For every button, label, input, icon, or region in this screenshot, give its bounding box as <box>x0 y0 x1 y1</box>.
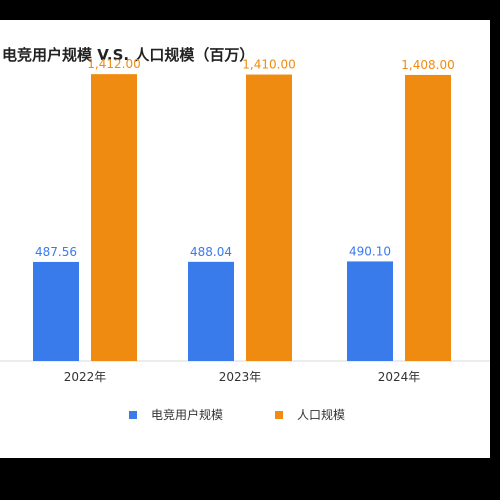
x-tick-label-2: 2023年 <box>219 370 262 384</box>
data-label-series-2-1: 1,412.00 <box>87 57 140 71</box>
bar-series-1-3 <box>347 261 393 361</box>
bar-series-2-1 <box>91 74 137 361</box>
chart-legend: 电竞用户规模 人口规模 <box>0 406 490 426</box>
legend-label-series-2: 人口规模 <box>297 408 346 422</box>
chart-card: 电竞用户规模 V.S. 人口规模（百万） 487.56 1,412.00 2022年… <box>0 20 490 458</box>
data-label-series-2-2: 1,410.00 <box>242 58 295 72</box>
bar-series-2-2 <box>246 74 292 362</box>
bar-series-1-1 <box>33 261 79 361</box>
bar-series-1-2 <box>188 261 234 361</box>
bar-series-2-3 <box>405 74 451 361</box>
bar-chart: 487.56 1,412.00 2022年 488.04 1,410.00 2023年 49… <box>0 57 490 384</box>
legend-swatch-series-2 <box>275 410 283 419</box>
data-label-series-1-1: 487.56 <box>35 245 77 259</box>
x-tick-label-3: 2024年 <box>378 370 421 384</box>
data-label-series-1-3: 490.10 <box>349 244 391 258</box>
legend-item-series-1: 电竞用户规模 <box>129 406 223 423</box>
x-tick-label-1: 2022年 <box>64 370 107 384</box>
data-label-series-2-3: 1,408.00 <box>401 58 454 72</box>
legend-swatch-series-1 <box>129 410 137 419</box>
legend-item-series-2: 人口规模 <box>275 406 345 423</box>
data-label-series-1-2: 488.04 <box>190 245 232 259</box>
chart-title: 电竞用户规模 V.S. 人口规模（百万） <box>2 46 255 64</box>
legend-label-series-1: 电竞用户规模 <box>151 408 224 422</box>
